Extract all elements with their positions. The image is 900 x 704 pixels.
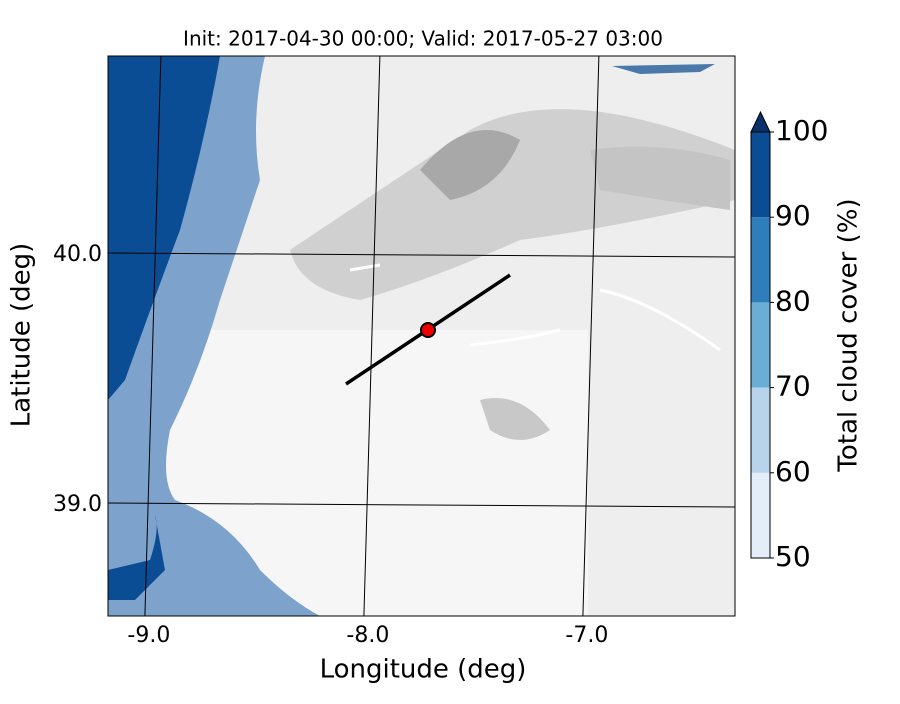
colorbar-tick-label: 90	[775, 199, 811, 232]
x-tick-label: -8.0	[346, 623, 389, 648]
colorbar-segment	[751, 472, 770, 558]
colorbar-segment	[751, 217, 770, 303]
colorbar-tick-label: 100	[775, 114, 828, 147]
colorbar-tick-label: 60	[775, 455, 811, 488]
longitude-line	[582, 56, 600, 616]
x-tick-label: -7.0	[565, 623, 608, 648]
graticule	[108, 56, 735, 616]
latitude-line	[108, 502, 735, 508]
location-marker	[420, 322, 436, 338]
colorbar-segment	[751, 387, 770, 473]
colorbar-segment	[751, 302, 770, 388]
x-axis-label: Longitude (deg)	[320, 655, 527, 685]
longitude-line	[144, 56, 162, 616]
x-tick-label: -9.0	[127, 623, 170, 648]
colorbar-tick-label: 70	[775, 370, 811, 403]
y-tick-label: 39.0	[53, 492, 102, 517]
colorbar-frame	[750, 131, 771, 559]
colorbar-segment	[751, 132, 770, 218]
chart-title: Init: 2017-04-30 00:00; Valid: 2017-05-2…	[183, 27, 663, 51]
colorbar-extend	[750, 110, 771, 133]
colorbar-tick-label: 80	[775, 284, 811, 317]
colorbar-label: Total cloud cover (%)	[834, 198, 864, 472]
colorbar-tick-label: 50	[775, 540, 811, 573]
latitude-line	[108, 252, 735, 258]
y-tick-label: 40.0	[53, 242, 102, 267]
map-background	[108, 56, 735, 616]
longitude-line	[363, 56, 381, 616]
y-axis-label: Latitude (deg)	[7, 243, 37, 428]
map-frame	[107, 55, 736, 617]
